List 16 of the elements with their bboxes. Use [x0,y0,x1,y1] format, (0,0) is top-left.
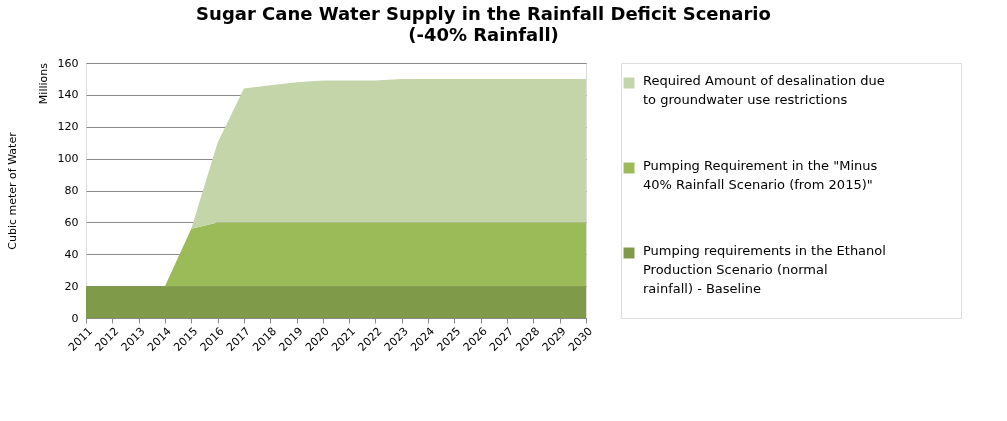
y-tick-label: 40 [64,247,79,261]
legend-label: Required Amount of desalination due to groundwater use restrictions [643,73,885,107]
y-tick-label: 60 [64,215,79,229]
y-tick-label: 0 [71,311,79,325]
y-tick-label: 100 [57,152,79,166]
legend-label: Pumping requirements in the Ethanol Production Scenario (normal rainfall) - Baseline [643,243,886,296]
text: Millions [37,62,50,105]
chart-title: Sugar Cane Water Supply in the Rainfall Deficit Scenario [196,2,771,24]
legend-label: Pumping Requirement in the "Minus 40% Rainfall Scenario (from 2015)" [643,158,878,192]
y-tick-label: 120 [57,120,79,134]
y-tick-label: 20 [64,279,79,293]
y-tick-label: 160 [57,56,79,70]
y-tick-label: 140 [57,88,79,102]
y-tick-label: 80 [64,184,79,197]
chart-subtitle: (-40% Rainfall) [408,23,559,45]
y-axis-title: Cubic meter of Water [5,131,19,250]
